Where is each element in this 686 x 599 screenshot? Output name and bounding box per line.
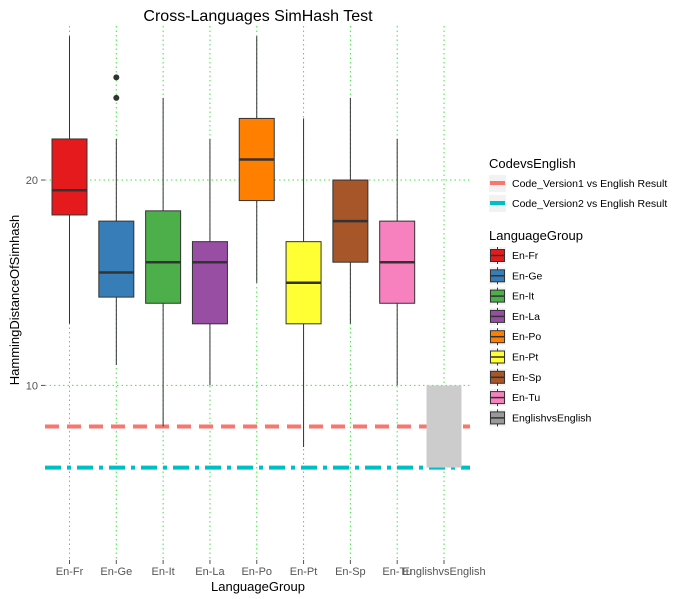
legend-label-en-sp: En-Sp <box>512 372 541 384</box>
x-tick-label-en-sp: En-Sp <box>335 566 366 578</box>
x-tick-label-en-po: En-Po <box>241 566 272 578</box>
outlier-point-2 <box>113 74 120 81</box>
box-en-po <box>238 36 275 283</box>
box-en-ge <box>98 74 135 365</box>
box-body <box>191 241 228 325</box>
x-tick-label-en-it: En-It <box>152 566 175 578</box>
x-tick-label-englishvsenglish: EnglishvsEnglish <box>402 566 485 578</box>
box-en-la <box>191 138 228 386</box>
box-en-fr <box>51 36 88 324</box>
x-tick-label-en-fr: En-Fr <box>56 566 84 578</box>
y-tick-label-20: 20 <box>26 175 38 187</box>
box-body <box>426 385 462 468</box>
legend-label-en-pt: En-Pt <box>512 352 538 364</box>
box-en-it <box>145 97 182 427</box>
legend-title-languagegroup: LanguageGroup <box>489 228 583 243</box>
y-axis-label: HammingDistanceOfSimhash <box>7 215 22 386</box>
box-en-tu <box>379 138 416 386</box>
box-body <box>98 220 135 298</box>
legend-label-en-fr: En-Fr <box>512 250 539 262</box>
axes-layer: 10 20 En-Fr En-Ge En-It En-La En-Po En-Pt En-Sp E… <box>26 175 486 578</box>
x-tick-label-en-pt: En-Pt <box>290 566 318 578</box>
box-body <box>145 210 182 304</box>
legend: CodevsEnglish Code_Version1 vs English Re… <box>489 156 667 427</box>
legend-label-1: Code_Version1 vs English Result <box>512 178 667 190</box>
legend-title-codevsenglish: CodevsEnglish <box>489 156 576 171</box>
legend-label-2: Code_Version2 vs English Result <box>512 198 667 210</box>
x-tick-label-en-ge: En-Ge <box>100 566 132 578</box>
x-tick-label-en-tu: En-Tu <box>382 566 412 578</box>
reference-lines <box>45 424 470 470</box>
chart-title: Cross-Languages SimHash Test <box>143 8 373 25</box>
x-tick-label-en-la: En-La <box>195 566 225 578</box>
legend-label-englishvsenglish: EnglishvsEnglish <box>512 412 592 424</box>
x-axis-label: LanguageGroup <box>211 579 305 594</box>
box-body <box>51 138 88 216</box>
outlier-point-1 <box>113 94 120 101</box>
legend-label-en-po: En-Po <box>512 331 541 343</box>
y-tick-label-10: 10 <box>26 380 38 392</box>
box-englishvsenglish <box>426 385 462 468</box>
legend-label-en-tu: En-Tu <box>512 392 540 404</box>
legend-label-en-it: En-It <box>512 291 534 303</box>
box-en-sp <box>332 97 369 324</box>
legend-label-en-la: En-La <box>512 311 540 323</box>
legend-label-en-ge: En-Ge <box>512 270 543 282</box>
boxes-layer <box>51 36 462 468</box>
box-en-pt <box>285 118 322 448</box>
